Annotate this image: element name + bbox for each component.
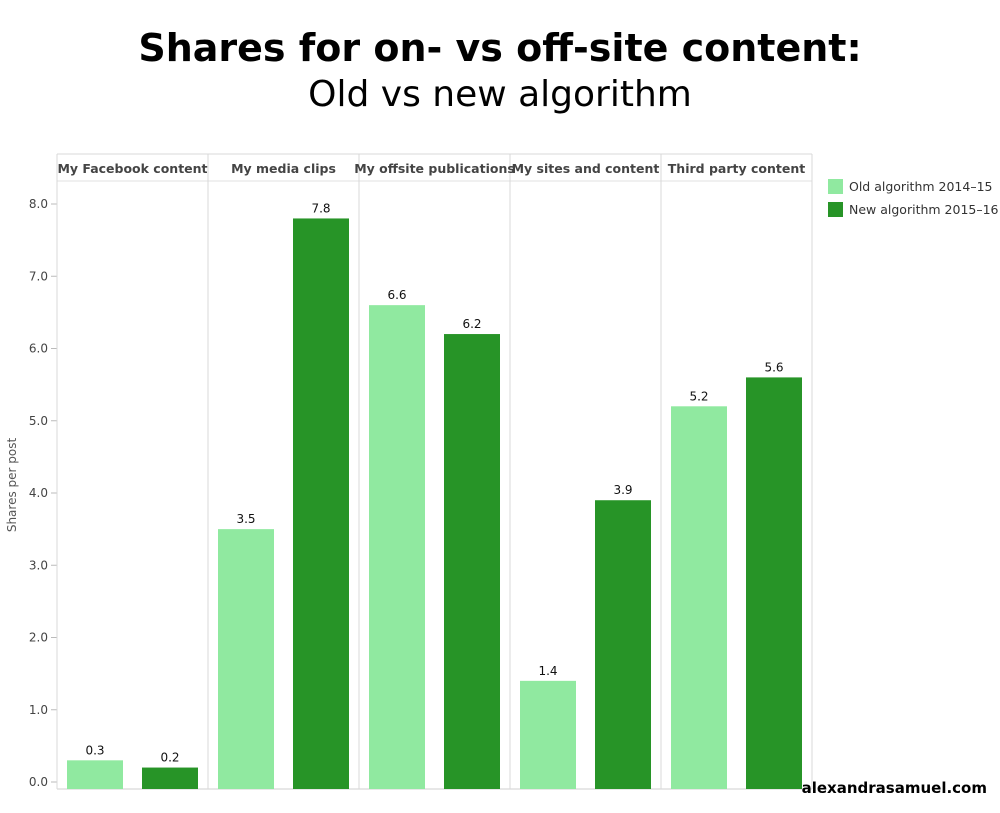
- bar: [142, 767, 198, 789]
- chart-subtitle: Old vs new algorithm: [308, 74, 692, 115]
- y-tick-label: 6.0: [29, 342, 48, 356]
- legend-swatch: [828, 202, 843, 217]
- legend-label: New algorithm 2015–16: [849, 202, 999, 217]
- y-tick-label: 8.0: [29, 197, 48, 211]
- y-axis-title: Shares per post: [5, 438, 19, 533]
- data-label: 5.2: [689, 389, 708, 403]
- data-label: 7.8: [311, 201, 330, 215]
- y-tick-label: 7.0: [29, 269, 48, 283]
- panel-label: My sites and content: [512, 161, 660, 176]
- data-label: 0.2: [160, 751, 179, 765]
- legend: Old algorithm 2014–15 New algorithm 2015–…: [828, 179, 999, 217]
- chart-title: Shares for on- vs off-site content:: [138, 26, 862, 70]
- data-label: 3.9: [613, 483, 632, 497]
- data-label: 6.6: [387, 288, 406, 302]
- panel-label: My media clips: [231, 161, 336, 176]
- y-tick-label: 3.0: [29, 558, 48, 572]
- y-tick-label: 5.0: [29, 414, 48, 428]
- data-label: 6.2: [462, 317, 481, 331]
- watermark: alexandrasamuel.com: [802, 779, 987, 797]
- y-tick-label: 1.0: [29, 703, 48, 717]
- bar: [67, 760, 123, 789]
- panel-label: Third party content: [668, 161, 805, 176]
- bar: [444, 334, 500, 789]
- y-axis: 0.0 1.0 2.0 3.0 4.0 5.0 6.0 7.0 8.0: [29, 197, 57, 789]
- y-tick-label: 2.0: [29, 631, 48, 645]
- panels: My Facebook content My media clips My offs…: [56, 153, 813, 790]
- data-label: 1.4: [538, 664, 557, 678]
- bar: [293, 218, 349, 789]
- y-tick-label: 0.0: [29, 775, 48, 789]
- bar: [671, 406, 727, 789]
- y-tick-label: 4.0: [29, 486, 48, 500]
- bar: [520, 680, 576, 789]
- bar: [369, 305, 425, 789]
- bars: 0.3 3.5 6.6 1.4 5.2 0.2 7.8 6.2 3.9 5.6: [67, 201, 802, 789]
- legend-label: Old algorithm 2014–15: [849, 179, 993, 194]
- bar: [746, 377, 802, 789]
- bar: [595, 500, 651, 789]
- data-label: 5.6: [764, 360, 783, 374]
- bar: [218, 529, 274, 789]
- legend-swatch: [828, 179, 843, 194]
- panel-label: My offsite publications: [354, 161, 515, 176]
- data-label: 0.3: [85, 743, 104, 757]
- panel-label: My Facebook content: [57, 161, 207, 176]
- data-label: 3.5: [236, 512, 255, 526]
